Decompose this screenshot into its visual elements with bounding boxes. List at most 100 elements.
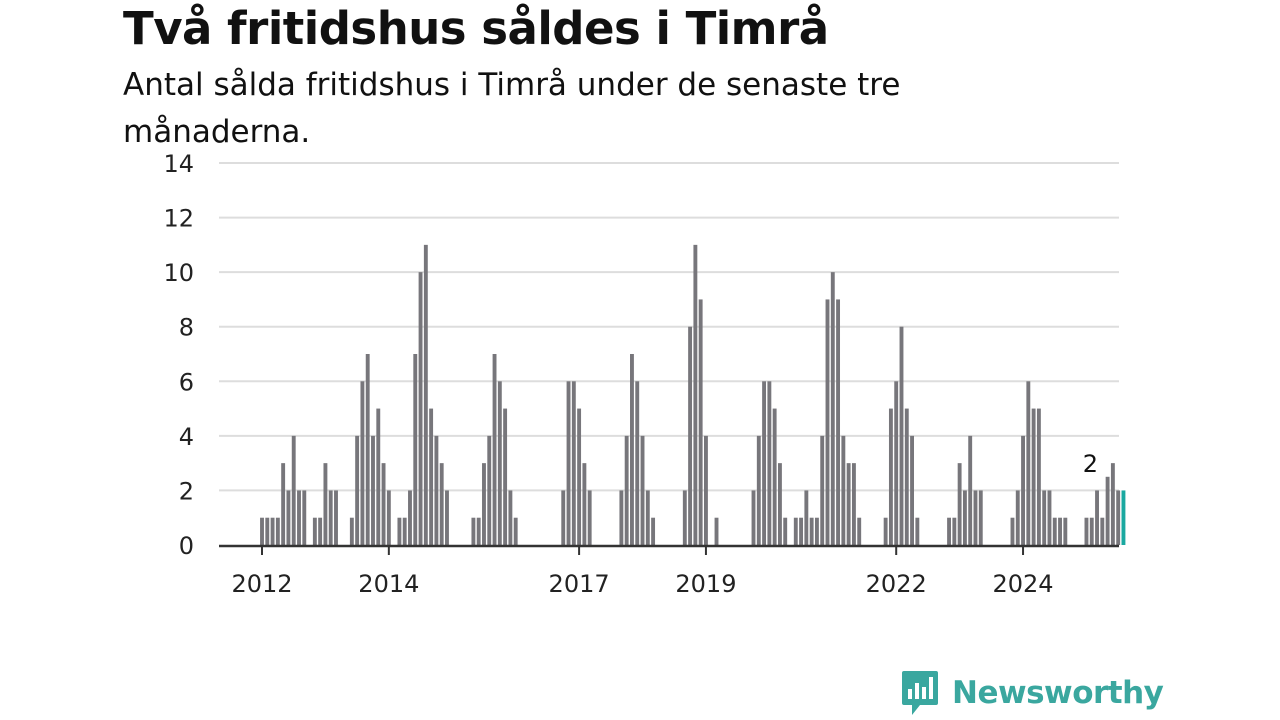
bar [323,463,328,545]
bar [1121,490,1126,545]
bar [814,517,819,545]
bar [286,490,291,545]
bar [503,408,508,545]
bar [302,490,307,545]
x-tick-label: 2019 [675,570,736,598]
bar [413,354,418,545]
bar [968,435,973,545]
bar [688,326,693,545]
bar [888,408,893,545]
value-label: 2 [1083,450,1098,478]
bar [360,381,365,545]
bar [587,490,592,545]
bar [957,463,962,545]
y-tick-label: 2 [179,477,194,505]
bar [910,435,914,545]
bar [1042,490,1047,545]
bar [445,490,449,545]
annotations: 2 [1083,450,1098,478]
bar [1058,517,1062,545]
bar [767,381,772,545]
bar [973,490,978,545]
y-tick-label: 10 [163,259,194,287]
bar [482,463,486,545]
bar [962,490,967,545]
bar [439,463,444,545]
bar [756,435,761,545]
bar [804,490,809,545]
bar [476,517,481,545]
bar [651,517,656,545]
bar [318,517,323,545]
bar [645,490,650,545]
bar [820,435,825,545]
bar [1095,490,1099,545]
bar [418,272,423,545]
gridlines [219,162,1119,492]
bar [582,463,587,545]
bar [772,408,777,545]
bar [762,381,767,545]
y-tick-label: 4 [179,423,194,451]
bar [1026,381,1031,545]
bar [841,435,846,545]
bar [777,463,782,545]
bar [1105,476,1110,545]
x-tick-label: 2024 [993,570,1054,598]
bar [857,517,862,545]
bar [376,408,381,545]
y-tick-label: 12 [163,205,194,233]
bar-chart: 0 2 4 6 8 10 12 14 2012 2014 2017 2019 2022 2024 2 [163,150,1126,598]
bar [624,435,629,545]
bar [635,381,640,545]
bar [830,272,835,545]
x-tick-label: 2017 [549,570,610,598]
bar [1015,490,1020,545]
bar [809,517,814,545]
chart-title: Två fritidshus såldes i Timrå [123,2,829,55]
bar [799,517,804,545]
chart-bubble-icon [902,671,938,715]
bar [260,517,264,545]
bar [487,435,492,545]
bar [386,490,391,545]
bar [1063,517,1068,545]
bar [492,354,497,545]
bar [825,299,830,545]
bar [423,244,428,546]
bar [1047,490,1052,545]
bar [704,435,708,545]
bar [513,517,518,545]
bar [328,490,333,545]
bar [1116,490,1121,545]
bar [408,490,412,545]
y-tick-label: 8 [179,314,194,342]
x-tick-label: 2022 [866,570,927,598]
bar [846,463,851,545]
bar [1052,517,1057,545]
bar [265,517,270,545]
bar [630,354,634,545]
x-tick-label: 2014 [358,570,419,598]
bar [894,381,899,545]
x-tick-label: 2012 [231,570,292,598]
bar [577,408,582,545]
bar [429,408,434,545]
y-tick-label: 6 [179,368,194,396]
bar [1036,408,1041,545]
bar [434,435,439,545]
bar [1031,408,1036,545]
bar [1010,517,1015,545]
bar [561,490,566,545]
bar [714,517,719,545]
bar [899,326,904,545]
bar [915,517,920,545]
bar [566,381,571,545]
bar [619,490,624,545]
bar [291,435,296,545]
bars [260,244,1126,546]
bar [281,463,286,545]
bar [365,354,370,545]
bar [836,299,841,545]
bar [571,381,576,545]
